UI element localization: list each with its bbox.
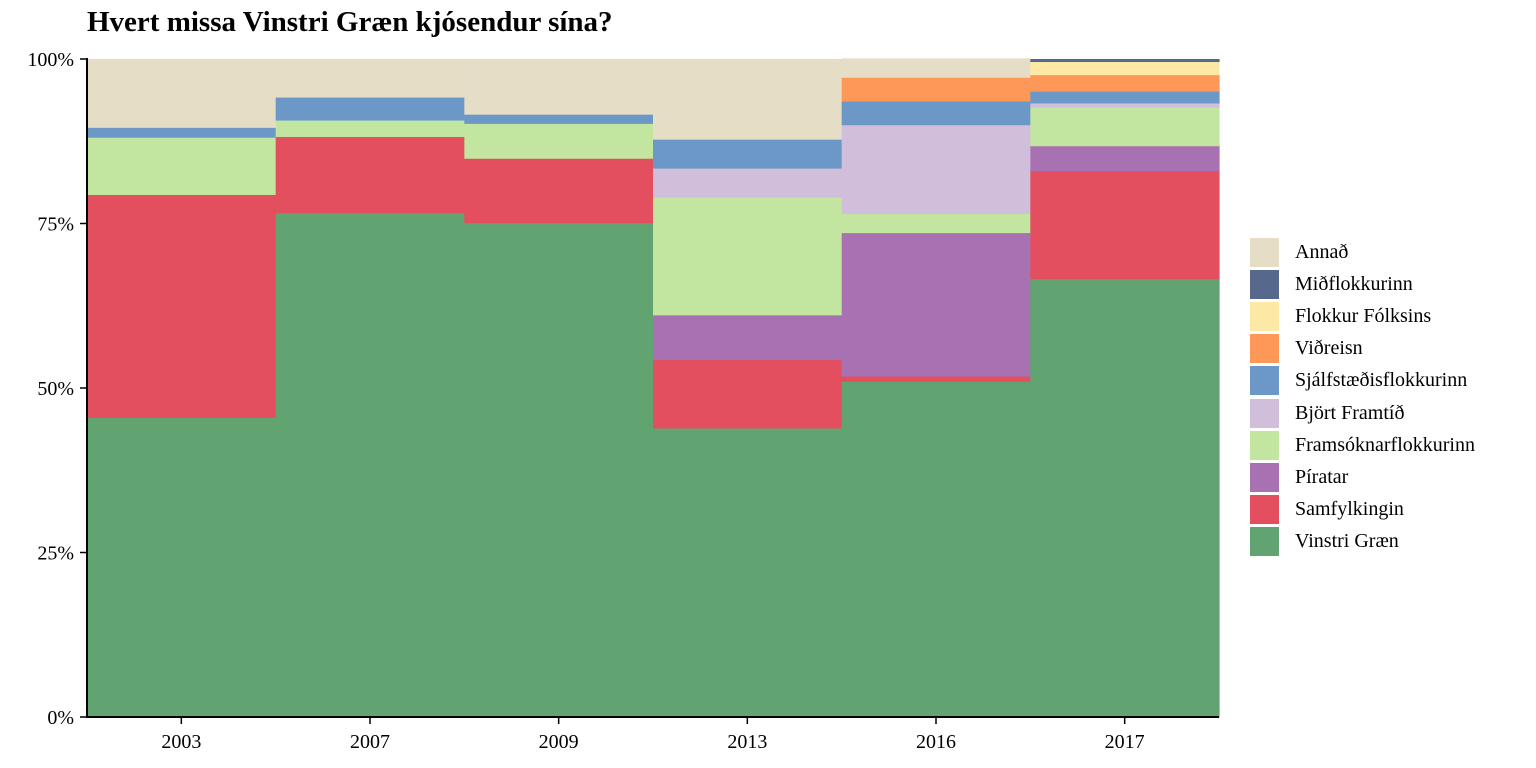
x-tick-label-2007: 2007 [350,731,390,753]
bar-segment-bjort-framtid-2017 [1030,103,1220,108]
legend-item-annad: Annað [1250,236,1475,268]
bar-segment-sjalfstaedisflokkurinn-2017 [1030,91,1220,104]
bar-segment-framsoknarflokkurinn-2009 [464,123,654,159]
y-tick-label: 100% [27,49,74,71]
legend-swatch [1250,527,1279,557]
bar-segment-bjort-framtid-2016 [841,124,1031,215]
legend-item-framsoknarflokkurinn: Framsóknarflokkurinn [1250,429,1475,461]
axes-group: 0% 25% 50% 75% 100% 2003 2007 2009 2013 2016 2017 [27,49,1219,753]
bar-segment-annad-2016 [841,58,1031,78]
x-tick-label-2013: 2013 [727,731,767,753]
y-tick-label: 75% [37,214,74,236]
bar-segment-piratar-2016 [841,232,1031,377]
x-tick-label-2009: 2009 [539,731,579,753]
legend-label: Framsóknarflokkurinn [1295,433,1475,456]
legend-item-vidreisn: Viðreisn [1250,333,1475,365]
legend-item-midflokkurinn: Miðflokkurinn [1250,268,1475,300]
bars-group [87,58,1220,718]
legend-swatch [1250,334,1279,364]
bar-segment-sjalfstaedisflokkurinn-2016 [841,101,1031,126]
bar-segment-vinstri-graen-2016 [841,381,1031,718]
bar-segment-vidreisn-2016 [841,77,1031,102]
legend-item-samfylkingin: Samfylkingin [1250,494,1475,526]
bar-segment-framsoknarflokkurinn-2016 [841,213,1031,234]
legend-item-piratar: Píratar [1250,461,1475,493]
legend-item-flokkur-folksins: Flokkur Fólksins [1250,300,1475,332]
bar-segment-framsoknarflokkurinn-2007 [275,120,465,138]
legend-item-bjort-framtid: Björt Framtíð [1250,397,1475,429]
bar-segment-vinstri-graen-2013 [653,428,843,718]
bar-segment-sjalfstaedisflokkurinn-2009 [464,114,654,124]
bar-segment-vinstri-graen-2009 [464,222,654,718]
legend-item-sjalfstaedisflokkurinn: Sjálfstæðisflokkurinn [1250,365,1475,397]
chart-title: Hvert missa Vinstri Græn kjósendur sína? [87,6,613,38]
bar-segment-piratar-2017 [1030,145,1220,172]
legend-label: Annað [1295,240,1349,263]
bar-segment-annad-2007 [275,59,465,98]
legend-label: Viðreisn [1295,337,1363,360]
bar-segment-samfylkingin-2007 [275,136,465,214]
bar-segment-vidreisn-2017 [1030,74,1220,92]
y-tick-label: 50% [37,378,74,400]
legend-label: Vinstri Græn [1295,530,1399,553]
x-tick-label-2003: 2003 [161,731,201,753]
legend-swatch [1250,430,1279,460]
bar-segment-vinstri-graen-2017 [1030,278,1220,718]
x-tick-label-2017: 2017 [1105,731,1145,753]
legend-swatch [1250,495,1279,525]
legend-item-vinstri-graen: Vinstri Græn [1250,526,1475,558]
bar-segment-vinstri-graen-2007 [275,212,465,718]
bar-segment-annad-2003 [87,59,277,128]
legend-label: Miðflokkurinn [1295,272,1413,295]
legend-label: Píratar [1295,465,1349,488]
bar-segment-samfylkingin-2013 [653,359,843,429]
bar-segment-sjalfstaedisflokkurinn-2013 [653,139,843,169]
bar-segment-framsoknarflokkurinn-2017 [1030,107,1220,147]
y-tick-label: 0% [47,707,74,729]
bar-segment-sjalfstaedisflokkurinn-2003 [87,127,277,138]
legend-label: Sjálfstæðisflokkurinn [1295,369,1468,392]
bar-segment-vinstri-graen-2003 [87,417,277,718]
bar-segment-framsoknarflokkurinn-2013 [653,197,843,316]
legend-swatch [1250,269,1279,299]
legend-swatch [1250,398,1279,428]
y-tick-label: 25% [37,543,74,565]
legend-label: Flokkur Fólksins [1295,304,1432,327]
bar-segment-framsoknarflokkurinn-2003 [87,137,277,195]
bar-segment-samfylkingin-2003 [87,194,277,419]
legend-swatch [1250,301,1279,331]
bar-segment-samfylkingin-2017 [1030,170,1220,280]
legend-swatch [1250,462,1279,492]
bar-segment-samfylkingin-2009 [464,158,654,224]
x-tick-label-2016: 2016 [916,731,956,753]
bar-segment-midflokkurinn-2017 [1030,59,1220,63]
legend-swatch [1250,366,1279,396]
bar-segment-samfylkingin-2016 [841,376,1031,382]
bar-segment-annad-2009 [464,59,654,115]
legend: Annað Miðflokkurinn Flokkur Fólksins Viðrei… [1250,236,1475,558]
bar-segment-flokkur-folksins-2017 [1030,61,1220,76]
legend-swatch [1250,237,1279,267]
bar-segment-annad-2013 [653,59,843,140]
legend-label: Björt Framtíð [1295,401,1405,424]
bar-segment-piratar-2013 [653,314,843,361]
bar-segment-bjort-framtid-2013 [653,168,843,198]
bar-segment-sjalfstaedisflokkurinn-2007 [275,97,465,121]
legend-label: Samfylkingin [1295,498,1404,521]
